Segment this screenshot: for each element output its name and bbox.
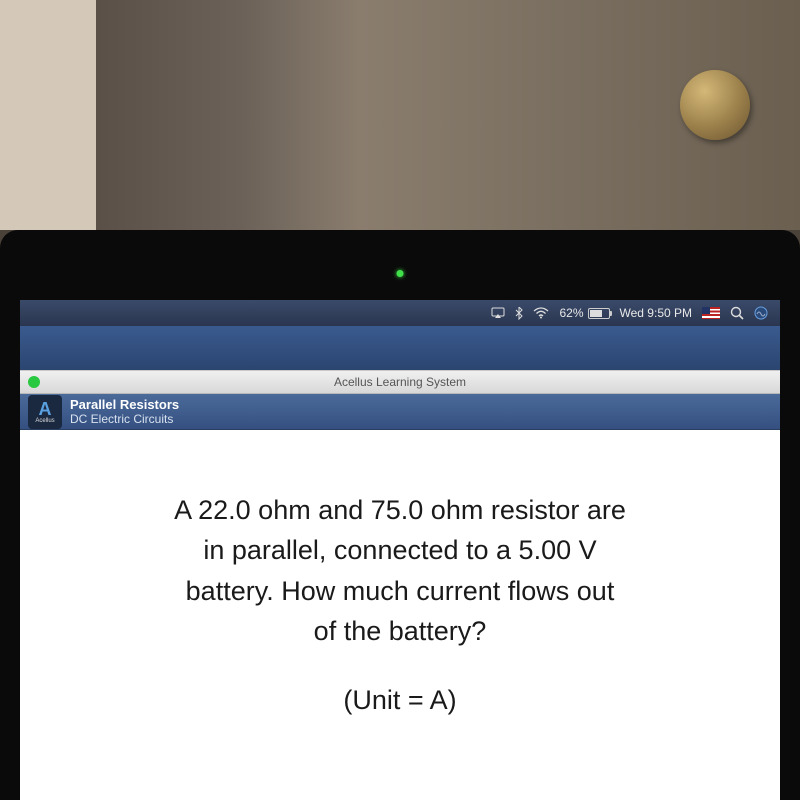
battery-icon <box>588 308 610 319</box>
question-line: battery. How much current flows out <box>186 576 615 606</box>
logo-letter: A <box>39 400 52 418</box>
doorknob <box>680 70 750 140</box>
lesson-title: Parallel Resistors <box>70 397 179 413</box>
siri-icon[interactable] <box>754 306 768 320</box>
acellus-logo[interactable]: A Acellus <box>28 395 62 429</box>
battery-status[interactable]: 62% <box>559 306 609 320</box>
course-subtitle: DC Electric Circuits <box>70 412 179 426</box>
question-line: in parallel, connected to a 5.00 V <box>203 535 596 565</box>
course-header: A Acellus Parallel Resistors DC Electric… <box>20 394 780 430</box>
window-title: Acellus Learning System <box>334 375 466 389</box>
macos-menubar: 62% Wed 9:50 PM <box>20 300 780 326</box>
camera-indicator <box>397 270 404 277</box>
airplay-icon[interactable] <box>491 307 505 319</box>
room-wall <box>0 0 800 230</box>
maximize-button[interactable] <box>28 376 40 388</box>
question-area: A 22.0 ohm and 75.0 ohm resistor are in … <box>20 430 780 800</box>
spotlight-icon[interactable] <box>730 306 744 320</box>
clock-label: Wed 9:50 PM <box>620 306 692 320</box>
question-text: A 22.0 ohm and 75.0 ohm resistor are in … <box>174 490 626 721</box>
window-titlebar[interactable]: Acellus Learning System <box>20 370 780 394</box>
wifi-icon[interactable] <box>533 307 549 319</box>
course-titles: Parallel Resistors DC Electric Circuits <box>70 397 179 427</box>
unit-label: (Unit = A) <box>174 680 626 721</box>
question-line: of the battery? <box>314 616 487 646</box>
question-line: A 22.0 ohm and 75.0 ohm resistor are <box>174 495 626 525</box>
input-source-flag-icon[interactable] <box>702 307 720 319</box>
battery-percent-label: 62% <box>559 306 583 320</box>
desktop-background <box>20 326 780 370</box>
laptop-screen: 62% Wed 9:50 PM Acellus Learning System … <box>20 300 780 800</box>
bluetooth-icon[interactable] <box>515 307 523 320</box>
window-controls <box>28 376 40 388</box>
logo-brand: Acellus <box>35 418 54 424</box>
